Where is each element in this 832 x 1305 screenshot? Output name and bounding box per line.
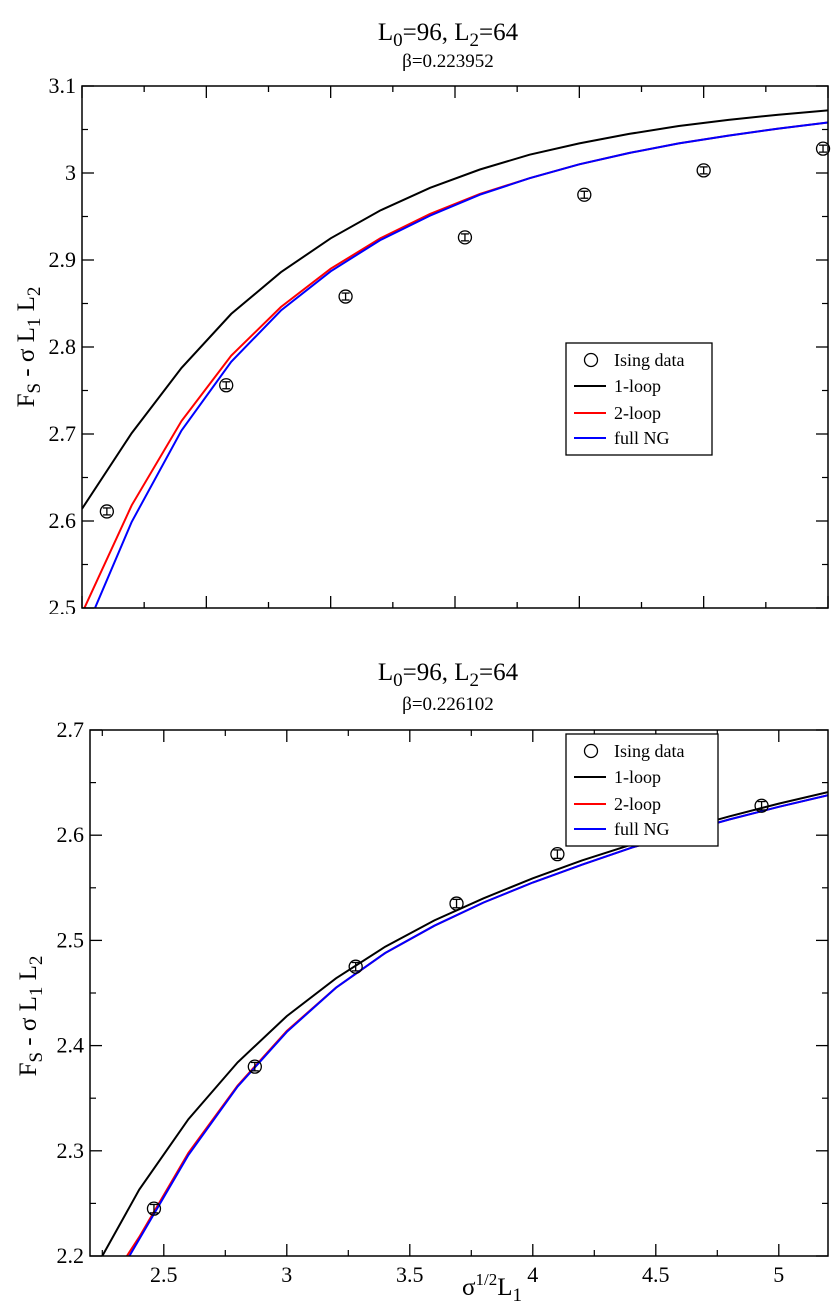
y-tick-label: 2.2	[57, 1243, 85, 1268]
legend-label: full NG	[614, 819, 670, 839]
data-point	[754, 798, 769, 813]
y-tick-label: 3	[65, 160, 76, 185]
data-point-marker	[146, 1201, 162, 1216]
data-point-marker	[348, 959, 363, 974]
x-tick-label: 2.5	[150, 1262, 178, 1287]
data-point-marker	[457, 230, 473, 245]
x-axis-label: σ1/2L1	[462, 1270, 522, 1305]
curve-2-loop	[126, 794, 828, 1256]
y-tick-label: 2.3	[57, 1138, 85, 1163]
curve-full-ng	[93, 121, 828, 608]
legend-box	[565, 733, 719, 847]
y-tick-label: 2.7	[57, 717, 85, 742]
data-point-marker	[219, 378, 234, 393]
plot-area: 2.52.62.72.82.933.1	[49, 73, 831, 620]
data-point-marker	[550, 846, 565, 862]
y-tick-label: 2.5	[57, 927, 85, 952]
data-point	[696, 163, 711, 178]
data-point	[247, 1059, 262, 1074]
legend-label: full NG	[614, 428, 670, 448]
data-point	[99, 504, 115, 519]
curve-1-loop	[101, 791, 828, 1256]
data-point-marker	[449, 896, 464, 911]
panel-separator	[0, 614, 832, 644]
y-tick-label: 2.9	[49, 247, 77, 272]
y-tick-label: 2.6	[49, 508, 77, 533]
curves	[101, 791, 828, 1256]
data-point	[457, 230, 473, 245]
curve-full-ng	[128, 794, 828, 1256]
chart-panel-top: L0=96, L2=64 β=0.223952 FS - σ L1 L2 2.5…	[13, 19, 831, 620]
data-point	[815, 141, 831, 156]
y-axis-label: FS - σ L1 L2	[15, 956, 47, 1077]
data-point-marker	[696, 163, 711, 178]
y-tick-label: 2.8	[49, 334, 77, 359]
data-point	[219, 378, 234, 393]
data-point-marker	[338, 289, 353, 304]
legend-label: 2-loop	[614, 403, 661, 423]
y-axis-label: FS - σ L1 L2	[13, 287, 45, 408]
data-point-marker	[577, 187, 592, 202]
chart-subtitle: β=0.223952	[402, 51, 494, 72]
x-tick-label: 4.5	[642, 1262, 670, 1287]
curves	[82, 109, 828, 608]
legend-label: 2-loop	[614, 794, 661, 814]
legend: Ising data 1-loop 2-loop full NG	[565, 733, 719, 847]
data-point-marker	[815, 141, 831, 156]
legend-label: Ising data	[614, 350, 684, 370]
x-tick-label: 3.5	[396, 1262, 424, 1287]
chart-subtitle: β=0.226102	[402, 694, 494, 715]
data-point	[146, 1201, 162, 1216]
legend-marker-icon	[583, 743, 599, 759]
curve-2-loop	[83, 121, 828, 608]
y-tick-label: 3.1	[49, 73, 77, 98]
y-tick-label: 2.7	[49, 421, 77, 446]
data-point	[577, 187, 592, 202]
x-tick-label: 5	[773, 1262, 784, 1287]
legend-label: 1-loop	[614, 767, 661, 787]
legend: Ising data 1-loop 2-loop full NG	[565, 342, 713, 456]
data-point	[348, 959, 363, 974]
curve-1-loop	[82, 109, 828, 510]
legend-marker-icon	[583, 352, 599, 368]
legend-label: Ising data	[614, 741, 684, 761]
data-point-marker	[247, 1059, 262, 1074]
y-tick-label: 2.6	[57, 822, 85, 847]
data-point	[550, 846, 565, 862]
y-tick-label: 2.4	[57, 1033, 85, 1058]
legend-label: 1-loop	[614, 376, 661, 396]
chart-panel-bottom: L0=96, L2=64 β=0.226102 FS - σ L1 L2 σ1/…	[15, 659, 829, 1305]
data-point-marker	[99, 504, 115, 519]
x-tick-label: 4	[527, 1262, 538, 1287]
data-point	[338, 289, 353, 304]
x-tick-label: 3	[281, 1262, 292, 1287]
plot-area: 2.2 2.3 2.4 2.5 2.6 2.7 2.5 3 3.5 4 4.5 5	[57, 717, 829, 1287]
legend-box	[565, 342, 713, 456]
plot-frame	[81, 85, 829, 609]
data-point	[449, 896, 464, 911]
chart-title: L0=96, L2=64	[378, 659, 519, 691]
data-point-marker	[754, 798, 769, 813]
chart-title: L0=96, L2=64	[378, 19, 519, 51]
